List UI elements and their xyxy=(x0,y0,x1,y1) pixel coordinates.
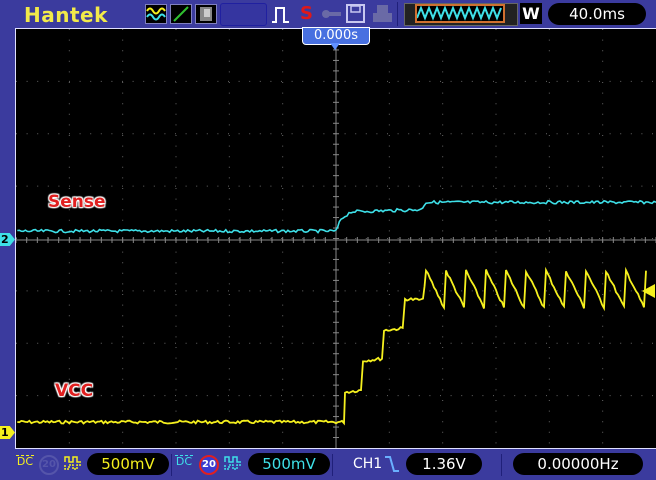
save-icon[interactable] xyxy=(346,4,366,28)
trigger-level[interactable]: 1.36V xyxy=(406,453,482,475)
ch2-label: Sense xyxy=(48,192,106,212)
frequency-readout: 0.00000Hz xyxy=(513,453,643,475)
bottom-status-bar: DC 20 500mV DC 20 500mV CH1 1.36V 0.0000… xyxy=(0,450,656,480)
ch1-coupling[interactable]: DC xyxy=(16,455,34,467)
pulse-trigger-icon[interactable] xyxy=(271,5,291,27)
ch2-coupling[interactable]: DC xyxy=(175,455,193,467)
ch2-ground-marker[interactable]: 2 xyxy=(0,233,15,246)
trigger-source[interactable]: CH1 xyxy=(353,456,383,472)
timebase-value[interactable]: 40.0ms xyxy=(548,3,646,25)
ch2-bw-limit-icon[interactable]: 20 xyxy=(199,455,219,475)
ch2-trace xyxy=(17,199,656,234)
key-icon xyxy=(321,6,343,26)
ch2-volts-div[interactable]: 500mV xyxy=(248,453,330,475)
top-toolbar: Hantek S W 40.0ms xyxy=(0,0,656,28)
status-box xyxy=(220,3,267,26)
waveform-canvas xyxy=(16,29,656,448)
ch1-coupling-text: DC xyxy=(16,455,34,468)
grid xyxy=(16,29,656,448)
ch2-coupling-text: DC xyxy=(175,455,193,468)
trigger-level-marker[interactable] xyxy=(642,284,655,298)
brand-logo: Hantek xyxy=(24,3,108,27)
ch1-volts-div[interactable]: 500mV xyxy=(87,453,169,475)
ch1-ground-marker[interactable]: 1 xyxy=(0,426,15,439)
acquire-mode[interactable]: W xyxy=(520,3,542,24)
persistence-icon[interactable] xyxy=(195,4,217,24)
trigger-position-marker[interactable] xyxy=(330,43,340,50)
ch2-probe-icon xyxy=(224,455,242,475)
ch1-bw-limit-icon[interactable]: 20 xyxy=(39,455,59,475)
line-mode-icon[interactable] xyxy=(170,4,192,24)
ch1-label: VCC xyxy=(55,381,94,401)
waveform-display: 0.000s Sense VCC xyxy=(15,27,656,449)
falling-edge-icon[interactable] xyxy=(384,455,400,477)
ch1-trace xyxy=(17,266,647,426)
ch1-probe-icon xyxy=(64,455,82,475)
run-status[interactable]: S xyxy=(300,3,313,24)
print-icon[interactable] xyxy=(372,4,394,28)
waveform-display-icon[interactable] xyxy=(145,4,167,24)
memory-waveform-icon[interactable] xyxy=(404,3,518,26)
